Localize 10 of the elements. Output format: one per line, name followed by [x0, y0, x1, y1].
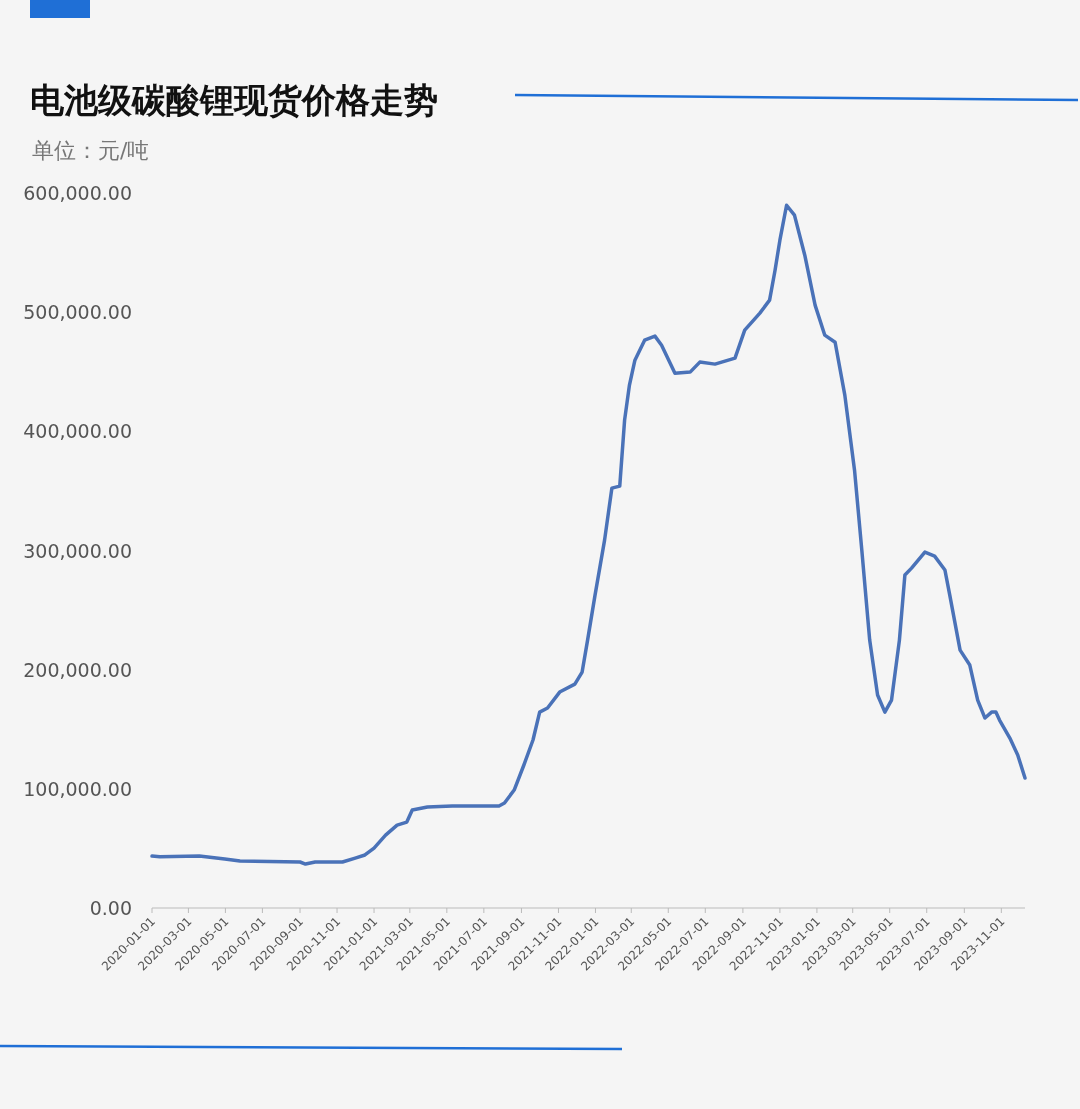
chart-subtitle: 单位：元/吨 [32, 138, 150, 163]
y-tick-label: 100,000.00 [23, 777, 132, 800]
y-tick-label: 300,000.00 [23, 539, 132, 562]
y-tick-label: 500,000.00 [23, 301, 132, 324]
y-tick-label: 200,000.00 [23, 658, 132, 681]
y-tick-label: 0.00 [89, 897, 132, 919]
chart-title: 电池级碳酸锂现货价格走势 [30, 80, 438, 120]
line-series [150, 203, 1027, 866]
y-tick-label: 400,000.00 [23, 420, 132, 443]
y-tick-label: 600,000.00 [23, 182, 132, 204]
